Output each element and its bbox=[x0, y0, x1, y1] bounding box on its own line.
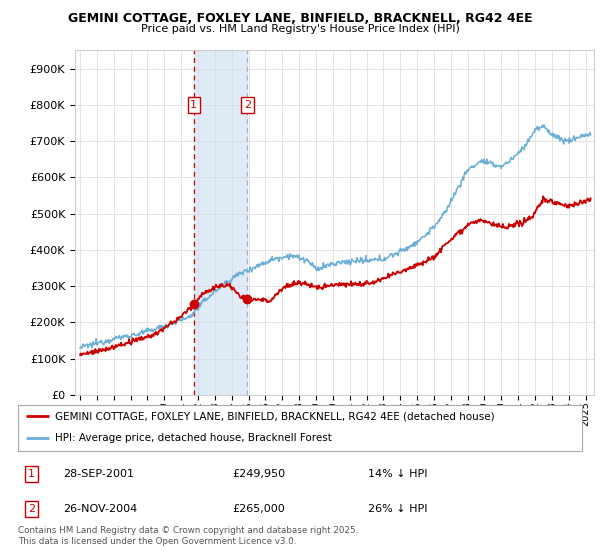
Text: Price paid vs. HM Land Registry's House Price Index (HPI): Price paid vs. HM Land Registry's House … bbox=[140, 24, 460, 34]
Text: 1: 1 bbox=[190, 100, 197, 110]
Text: £265,000: £265,000 bbox=[232, 504, 285, 514]
Text: HPI: Average price, detached house, Bracknell Forest: HPI: Average price, detached house, Brac… bbox=[55, 433, 332, 443]
Text: 26% ↓ HPI: 26% ↓ HPI bbox=[368, 504, 427, 514]
Text: 26-NOV-2004: 26-NOV-2004 bbox=[63, 504, 137, 514]
Text: 2: 2 bbox=[244, 100, 251, 110]
Bar bbox=[194, 50, 247, 395]
Text: £249,950: £249,950 bbox=[232, 469, 286, 479]
Text: 28-SEP-2001: 28-SEP-2001 bbox=[63, 469, 134, 479]
Text: 2: 2 bbox=[28, 504, 35, 514]
Text: 1: 1 bbox=[28, 469, 35, 479]
Text: Contains HM Land Registry data © Crown copyright and database right 2025.
This d: Contains HM Land Registry data © Crown c… bbox=[18, 526, 358, 546]
Text: GEMINI COTTAGE, FOXLEY LANE, BINFIELD, BRACKNELL, RG42 4EE (detached house): GEMINI COTTAGE, FOXLEY LANE, BINFIELD, B… bbox=[55, 412, 494, 421]
Text: 14% ↓ HPI: 14% ↓ HPI bbox=[368, 469, 427, 479]
Text: GEMINI COTTAGE, FOXLEY LANE, BINFIELD, BRACKNELL, RG42 4EE: GEMINI COTTAGE, FOXLEY LANE, BINFIELD, B… bbox=[68, 12, 532, 25]
